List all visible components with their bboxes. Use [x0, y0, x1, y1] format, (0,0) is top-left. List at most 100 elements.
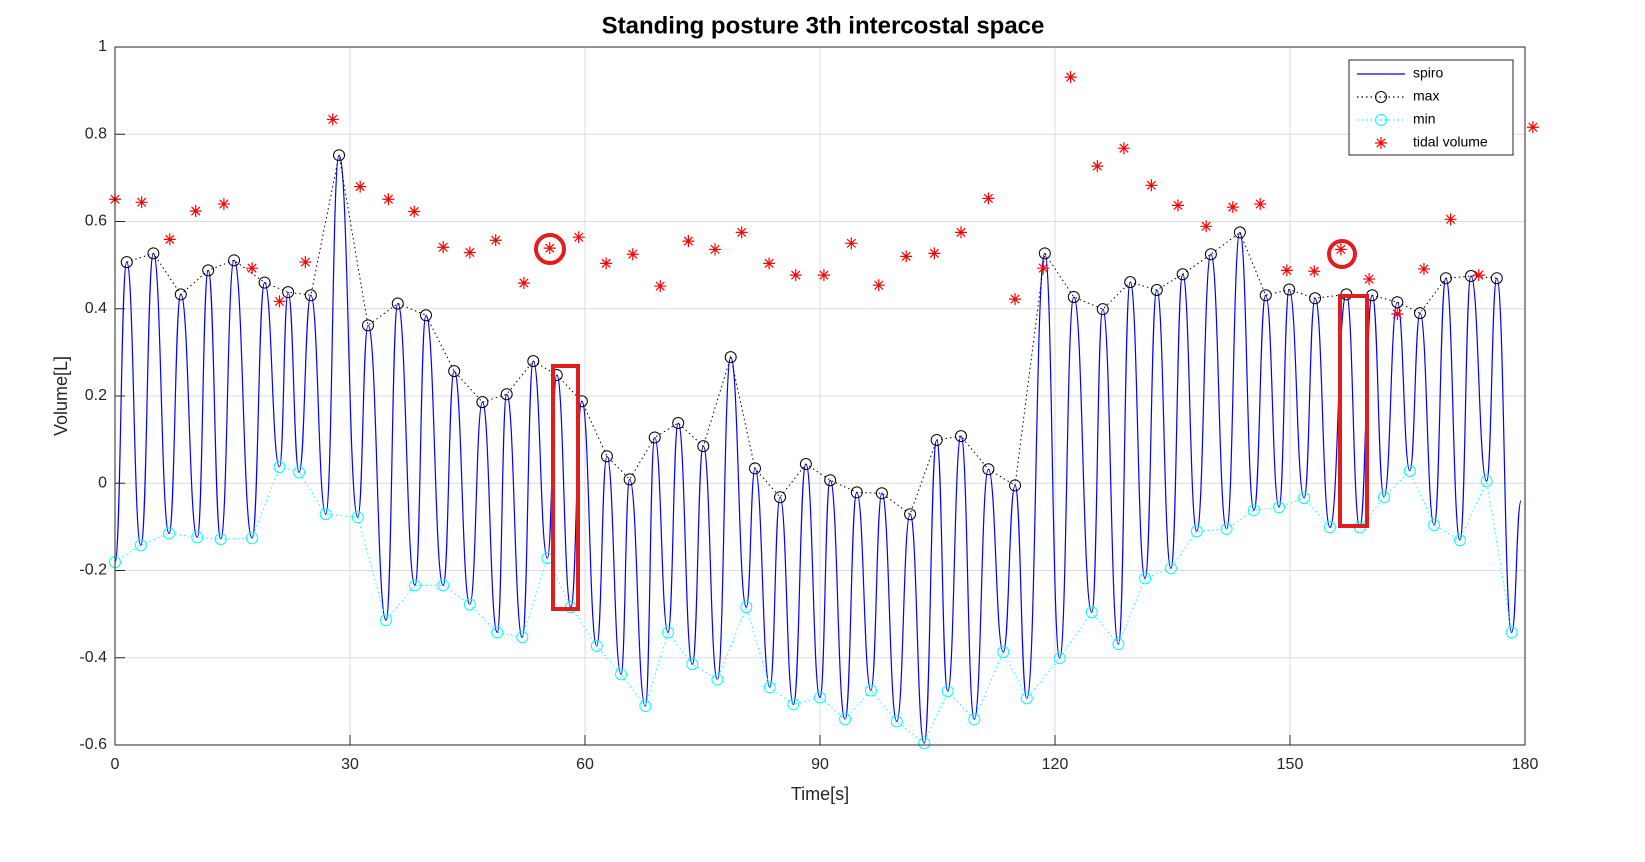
- marker: [918, 737, 931, 750]
- y-axis-label: Volume[L]: [51, 356, 71, 436]
- marker: [463, 598, 476, 611]
- marker: [134, 539, 147, 552]
- marker: [1417, 263, 1430, 276]
- marker: [662, 626, 675, 639]
- marker: [1139, 572, 1152, 585]
- marker: [1323, 521, 1336, 534]
- marker: [1037, 262, 1050, 275]
- series: [109, 71, 1539, 320]
- marker: [147, 247, 160, 260]
- marker: [748, 462, 761, 475]
- marker: [1190, 525, 1203, 538]
- marker: [527, 355, 540, 368]
- marker: [1233, 226, 1246, 239]
- legend-marker: [1375, 114, 1387, 126]
- marker: [1526, 121, 1539, 134]
- marker: [419, 309, 432, 322]
- marker: [1490, 272, 1503, 285]
- x-tick-label: 0: [111, 756, 120, 773]
- marker: [799, 458, 812, 471]
- marker: [1176, 268, 1189, 281]
- marker: [476, 396, 489, 409]
- marker: [246, 532, 259, 545]
- marker: [1096, 303, 1109, 316]
- marker: [850, 486, 863, 499]
- series: [109, 461, 1518, 750]
- marker: [246, 262, 259, 275]
- marker: [648, 431, 661, 444]
- marker: [228, 254, 241, 267]
- marker: [839, 713, 852, 726]
- legend: spiro max min tidal volume: [1348, 59, 1514, 156]
- marker: [1444, 213, 1457, 226]
- marker: [600, 450, 613, 463]
- marker: [930, 434, 943, 447]
- marker: [273, 295, 286, 308]
- marker: [1334, 243, 1347, 256]
- marker: [354, 180, 367, 193]
- marker: [500, 388, 513, 401]
- series: [120, 149, 1503, 521]
- legend-box: [1348, 59, 1514, 156]
- marker: [1220, 523, 1233, 536]
- marker: [304, 289, 317, 302]
- x-axis-label: Time[s]: [791, 784, 849, 804]
- marker: [517, 277, 530, 290]
- marker: [1403, 465, 1416, 478]
- marker: [724, 351, 737, 364]
- marker: [258, 276, 271, 289]
- y-tick-label: 0.2: [85, 387, 107, 404]
- marker: [1226, 201, 1239, 214]
- x-tick-label: 180: [1512, 756, 1539, 773]
- legend-label: max: [1413, 88, 1439, 104]
- marker: [1414, 307, 1427, 320]
- highlight-box: [1338, 294, 1369, 528]
- marker: [789, 269, 802, 282]
- marker: [1439, 272, 1452, 285]
- marker: [437, 241, 450, 254]
- marker: [982, 463, 995, 476]
- marker: [409, 579, 422, 592]
- marker: [437, 579, 450, 592]
- marker: [600, 257, 613, 270]
- highlight-box: [551, 364, 580, 611]
- marker: [735, 226, 748, 239]
- marker: [448, 365, 461, 378]
- marker: [326, 113, 339, 126]
- marker: [489, 234, 502, 247]
- marker: [202, 264, 215, 277]
- marker: [1124, 276, 1137, 289]
- marker: [217, 198, 230, 211]
- marker: [214, 533, 227, 546]
- marker: [824, 474, 837, 487]
- marker: [900, 250, 913, 263]
- marker: [904, 508, 917, 521]
- marker: [872, 279, 885, 292]
- marker: [380, 614, 393, 627]
- marker: [1283, 283, 1296, 296]
- marker: [787, 698, 800, 711]
- marker: [1200, 220, 1213, 233]
- marker: [774, 491, 787, 504]
- highlight-circle: [1327, 239, 1357, 269]
- marker: [1085, 606, 1098, 619]
- marker: [626, 248, 639, 261]
- y-tick-label: -0.6: [79, 736, 107, 753]
- marker: [1247, 504, 1260, 517]
- marker: [845, 237, 858, 250]
- marker: [1464, 270, 1477, 283]
- marker: [639, 700, 652, 713]
- y-tick-label: 0: [98, 474, 107, 491]
- marker: [1091, 160, 1104, 173]
- x-tick-label: 30: [341, 756, 359, 773]
- marker: [1038, 247, 1051, 260]
- legend-marker: [1375, 137, 1387, 149]
- marker: [1273, 501, 1286, 514]
- marker: [572, 231, 585, 244]
- marker: [516, 631, 529, 644]
- marker: [711, 673, 724, 686]
- x-tick-label: 120: [1042, 756, 1069, 773]
- marker: [686, 658, 699, 671]
- marker: [1053, 652, 1066, 665]
